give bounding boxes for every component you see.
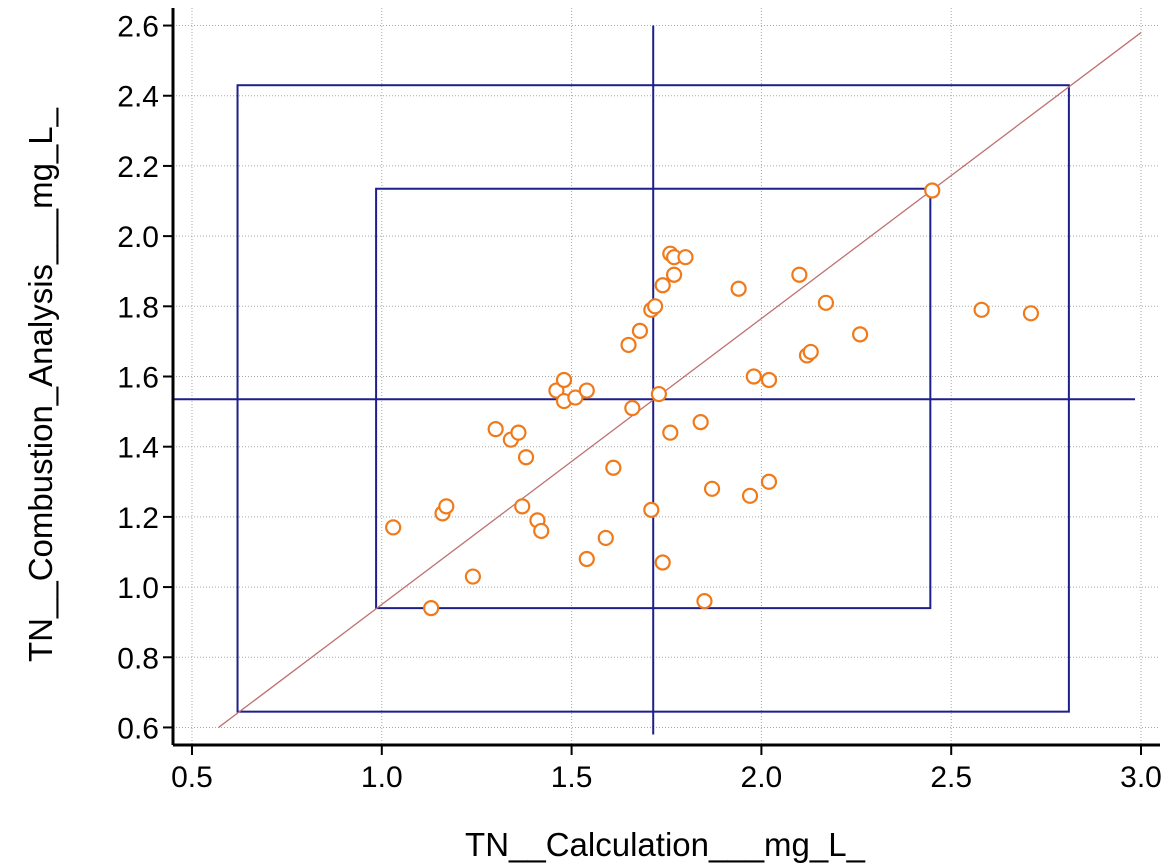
data-point — [973, 301, 990, 318]
data-point — [423, 600, 440, 617]
data-point — [1022, 305, 1040, 322]
data-point — [665, 266, 683, 283]
data-point — [578, 550, 595, 568]
data-point — [741, 487, 759, 504]
data-point — [852, 326, 869, 343]
gridlines — [173, 8, 1160, 745]
data-point — [703, 480, 721, 497]
mean-lines — [173, 25, 1135, 735]
data-points — [385, 182, 1040, 617]
data-point — [385, 519, 402, 536]
y-tick-label: 1.4 — [117, 432, 159, 465]
data-point — [696, 593, 713, 610]
data-point — [510, 424, 527, 441]
y-tick-label: 0.8 — [117, 642, 159, 675]
data-point — [514, 498, 531, 515]
data-point — [548, 382, 565, 399]
data-point — [631, 322, 649, 339]
data-point — [924, 182, 941, 199]
data-point — [487, 421, 504, 438]
data-point — [624, 399, 641, 417]
data-point — [438, 498, 455, 515]
identity-line-group — [218, 32, 1142, 728]
data-point — [578, 382, 595, 399]
tick-labels: 0.5 1.0 1.5 2.0 2.5 3.0 0.6 0.8 1.0 1.2 1.4 1.6 1.8 2… — [117, 11, 1162, 794]
data-point — [654, 554, 671, 571]
data-point — [533, 522, 550, 540]
data-point — [647, 298, 664, 315]
x-tick-label: 1.5 — [551, 761, 593, 794]
axes — [163, 8, 1160, 755]
data-point — [567, 389, 584, 406]
data-point — [555, 371, 573, 389]
data-point — [620, 336, 637, 354]
x-tick-label: 2.0 — [741, 761, 783, 794]
identity-line — [218, 32, 1142, 728]
x-tick-label: 0.5 — [171, 761, 213, 794]
y-tick-label: 2.2 — [117, 151, 159, 184]
data-point — [662, 424, 679, 441]
data-point — [517, 449, 535, 466]
x-axis-title: TN__Calculation___mg_L_ — [465, 826, 866, 863]
data-point — [643, 501, 660, 518]
data-point — [760, 473, 778, 490]
data-point — [654, 277, 671, 294]
y-tick-label: 1.8 — [117, 291, 159, 324]
data-point — [464, 568, 481, 585]
y-tick-label: 2.0 — [117, 221, 159, 254]
x-tick-label: 1.0 — [361, 761, 403, 794]
y-tick-label: 1.6 — [117, 362, 159, 395]
data-point — [802, 343, 819, 361]
data-point — [605, 459, 622, 476]
y-tick-label: 2.4 — [117, 81, 159, 114]
data-point — [760, 371, 778, 389]
y-tick-label: 0.6 — [117, 712, 159, 745]
y-axis-title: TN__Combustion_Analysis___mg_L_ — [22, 107, 59, 662]
data-point — [791, 266, 808, 283]
data-point — [692, 414, 709, 431]
y-tick-label: 1.2 — [117, 502, 159, 535]
y-tick-label: 2.6 — [117, 11, 159, 44]
data-point — [650, 385, 668, 403]
x-tick-label: 3.0 — [1120, 761, 1162, 794]
x-tick-label: 2.5 — [930, 761, 972, 794]
data-point — [745, 368, 762, 385]
data-point — [597, 529, 614, 547]
data-point — [817, 294, 835, 311]
data-point — [730, 280, 747, 297]
y-tick-label: 1.0 — [117, 572, 159, 605]
data-point — [677, 249, 694, 266]
